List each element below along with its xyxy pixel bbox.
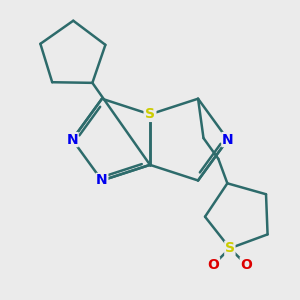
Text: S: S <box>225 241 235 255</box>
Text: O: O <box>208 258 220 272</box>
Text: S: S <box>145 107 155 121</box>
Text: N: N <box>96 173 108 188</box>
Text: O: O <box>240 258 252 272</box>
Text: N: N <box>222 133 234 147</box>
Text: N: N <box>144 107 156 121</box>
Text: N: N <box>66 133 78 147</box>
